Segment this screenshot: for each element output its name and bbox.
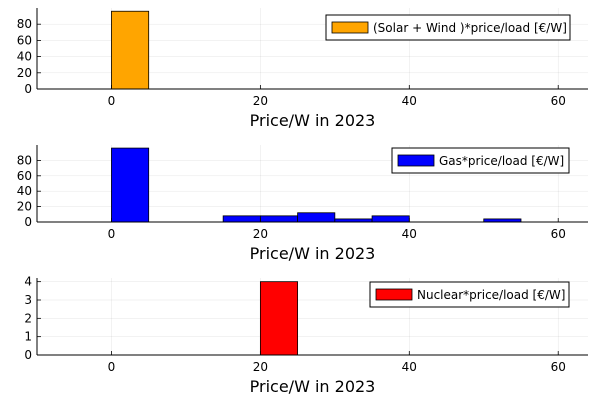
bar [297, 212, 336, 223]
legend-swatch [375, 288, 413, 301]
x-tick-label: 0 [108, 94, 116, 108]
chart-panel-1: 0 20 40 60 0 20 40 60 80 Price/W in 2023 (Solar + … [17, 8, 588, 130]
bar [111, 10, 150, 90]
y-tick-label: 4 [24, 275, 32, 289]
y-tick-label: 1 [24, 330, 32, 344]
y-tick-label: 20 [17, 66, 32, 80]
bar [222, 215, 261, 223]
y-tick-label: 3 [24, 293, 32, 307]
legend-label: Nuclear*price/load [€/W] [417, 288, 565, 302]
y-tick-label: 0 [24, 215, 32, 229]
chart-panel-3: 0 20 40 60 0 1 2 3 4 Price/W in 2023 Nuclear*price… [24, 275, 588, 396]
x-axis-label: Price/W in 2023 [250, 244, 376, 263]
y-tick-label: 2 [24, 311, 32, 325]
bar [259, 281, 299, 356]
y-tick-label: 0 [24, 348, 32, 362]
legend-label: Gas*price/load [€/W] [439, 154, 564, 168]
x-tick-label: 60 [551, 360, 566, 374]
y-tick-label: 0 [24, 82, 32, 96]
x-tick-label: 40 [402, 360, 417, 374]
x-tick-label: 40 [402, 227, 417, 241]
x-tick-label: 0 [108, 227, 116, 241]
y-tick-label: 80 [17, 153, 32, 167]
bar [371, 215, 410, 223]
legend-swatch [397, 154, 435, 167]
y-tick-label: 40 [17, 50, 32, 64]
y-tick-label: 60 [17, 169, 32, 183]
x-axis-label: Price/W in 2023 [250, 111, 376, 130]
legend: Gas*price/load [€/W] [391, 147, 570, 174]
legend: Nuclear*price/load [€/W] [369, 281, 570, 308]
x-tick-label: 40 [402, 94, 417, 108]
legend-swatch [331, 21, 369, 34]
bar [111, 147, 150, 223]
x-tick-label: 60 [551, 227, 566, 241]
bar [259, 215, 299, 223]
x-tick-label: 20 [253, 94, 268, 108]
legend-label: (Solar + Wind )*price/load [€/W] [373, 21, 567, 35]
y-tick-label: 40 [17, 184, 32, 198]
legend: (Solar + Wind )*price/load [€/W] [325, 14, 571, 41]
x-tick-label: 20 [253, 227, 268, 241]
y-tick-label: 60 [17, 33, 32, 47]
x-tick-label: 0 [108, 360, 116, 374]
x-tick-label: 60 [551, 94, 566, 108]
x-tick-label: 20 [253, 360, 268, 374]
y-tick-label: 80 [17, 17, 32, 31]
x-axis-label: Price/W in 2023 [250, 377, 376, 396]
y-tick-label: 20 [17, 200, 32, 214]
